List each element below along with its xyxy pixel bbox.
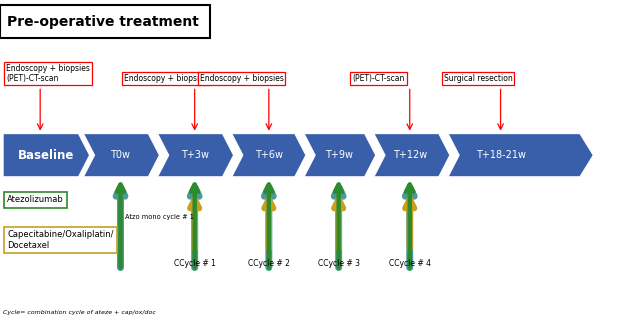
Text: Atzo mono cycle # 1: Atzo mono cycle # 1 <box>125 214 194 220</box>
Text: CCycle # 1: CCycle # 1 <box>174 259 216 268</box>
Text: T+12w: T+12w <box>392 150 427 160</box>
Text: CCycle # 2: CCycle # 2 <box>248 259 290 268</box>
Text: Baseline: Baseline <box>18 149 75 162</box>
FancyBboxPatch shape <box>0 5 210 38</box>
Polygon shape <box>448 134 593 177</box>
Text: T+3w: T+3w <box>180 150 209 160</box>
Text: Endoscopy + biopsies: Endoscopy + biopsies <box>124 74 208 83</box>
Text: T+6w: T+6w <box>255 150 283 160</box>
Polygon shape <box>83 134 159 177</box>
Text: CCycle # 4: CCycle # 4 <box>389 259 431 268</box>
Text: T+9w: T+9w <box>324 150 353 160</box>
Polygon shape <box>304 134 376 177</box>
Text: Surgical resection: Surgical resection <box>444 74 512 83</box>
Polygon shape <box>374 134 450 177</box>
Polygon shape <box>158 134 234 177</box>
Text: (PET)-CT-scan: (PET)-CT-scan <box>352 74 405 83</box>
Text: Endoscopy + biopsies: Endoscopy + biopsies <box>200 74 284 83</box>
Polygon shape <box>232 134 306 177</box>
Text: Pre-operative treatment: Pre-operative treatment <box>7 15 199 29</box>
Text: Capecitabine/Oxaliplatin/
Docetaxel: Capecitabine/Oxaliplatin/ Docetaxel <box>7 230 114 250</box>
Text: T0w: T0w <box>111 150 130 160</box>
Text: Cycle= combination cycle of ateze + cap/ox/doc: Cycle= combination cycle of ateze + cap/… <box>3 310 156 315</box>
Text: T+18-21w: T+18-21w <box>476 150 525 160</box>
Text: Endoscopy + biopsies
(PET)-CT-scan: Endoscopy + biopsies (PET)-CT-scan <box>6 64 90 83</box>
Polygon shape <box>3 134 90 177</box>
Text: Atezolizumab: Atezolizumab <box>7 196 64 204</box>
Text: CCycle # 3: CCycle # 3 <box>318 259 360 268</box>
